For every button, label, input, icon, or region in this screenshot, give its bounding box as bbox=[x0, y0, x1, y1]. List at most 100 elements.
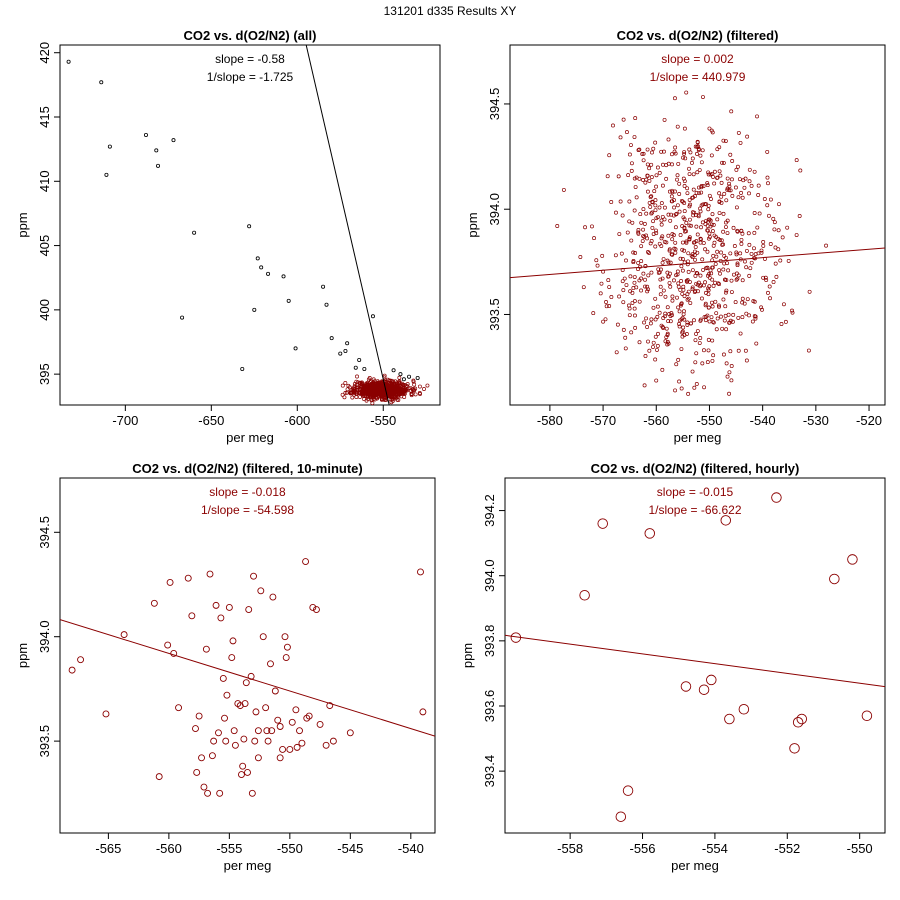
data-point bbox=[350, 395, 355, 400]
data-point bbox=[705, 183, 710, 188]
data-point bbox=[768, 197, 773, 202]
data-point bbox=[709, 153, 714, 158]
data-point bbox=[641, 178, 646, 182]
data-point bbox=[765, 149, 770, 154]
data-point bbox=[581, 285, 586, 290]
data-point bbox=[767, 284, 772, 289]
data-point bbox=[283, 643, 291, 651]
data-point bbox=[706, 292, 711, 297]
data-point bbox=[624, 130, 629, 135]
x-tick-label: -560 bbox=[156, 841, 182, 856]
data-point bbox=[734, 252, 739, 257]
data-point bbox=[658, 292, 663, 297]
data-point bbox=[697, 341, 702, 345]
data-point bbox=[792, 717, 804, 728]
data-point bbox=[794, 233, 799, 238]
data-point bbox=[629, 238, 634, 243]
data-point bbox=[677, 209, 682, 214]
data-point bbox=[694, 190, 699, 195]
data-point bbox=[657, 310, 662, 315]
data-point bbox=[824, 243, 829, 248]
data-point bbox=[583, 225, 587, 230]
data-point bbox=[688, 202, 693, 207]
data-point bbox=[649, 270, 654, 275]
data-point bbox=[684, 278, 689, 283]
data-point bbox=[752, 299, 757, 304]
data-point bbox=[627, 152, 632, 157]
regression-line bbox=[60, 619, 435, 737]
data-point bbox=[735, 276, 740, 281]
data-point bbox=[771, 216, 776, 221]
data-point bbox=[673, 145, 678, 150]
data-point bbox=[742, 185, 747, 190]
data-point bbox=[719, 314, 723, 319]
y-tick-label: 394.2 bbox=[482, 494, 497, 527]
data-point bbox=[761, 240, 766, 244]
data-point bbox=[664, 163, 669, 168]
data-point bbox=[215, 729, 222, 737]
data-point bbox=[709, 128, 714, 133]
data-point bbox=[670, 294, 675, 299]
data-point bbox=[155, 773, 163, 781]
data-point bbox=[671, 213, 676, 218]
data-point bbox=[695, 329, 700, 333]
data-point bbox=[720, 515, 732, 526]
data-point bbox=[66, 59, 71, 64]
data-point bbox=[710, 277, 715, 282]
data-point bbox=[630, 300, 635, 305]
data-point bbox=[645, 189, 650, 194]
data-point bbox=[778, 258, 783, 263]
data-point bbox=[276, 754, 284, 762]
data-point bbox=[686, 391, 691, 396]
data-point bbox=[761, 275, 766, 280]
data-point bbox=[682, 317, 687, 322]
data-point bbox=[150, 599, 158, 607]
data-point bbox=[677, 324, 682, 329]
data-point bbox=[786, 258, 791, 263]
data-point bbox=[717, 191, 722, 196]
data-point bbox=[614, 210, 618, 215]
data-layer bbox=[505, 492, 885, 822]
data-point bbox=[192, 230, 197, 235]
data-point bbox=[759, 305, 764, 310]
data-point bbox=[697, 168, 702, 172]
data-point bbox=[670, 232, 675, 237]
data-point bbox=[734, 167, 739, 172]
data-point bbox=[641, 158, 646, 163]
data-point bbox=[293, 743, 301, 751]
data-point bbox=[681, 155, 685, 160]
data-point bbox=[621, 327, 626, 332]
data-point bbox=[749, 183, 754, 188]
data-point bbox=[351, 386, 356, 391]
data-point bbox=[322, 741, 330, 749]
data-point bbox=[646, 250, 650, 254]
data-point bbox=[659, 244, 664, 248]
data-point bbox=[198, 754, 205, 762]
data-point bbox=[303, 714, 311, 722]
data-point bbox=[418, 392, 422, 396]
data-point bbox=[711, 222, 716, 227]
data-point bbox=[724, 255, 728, 260]
data-point bbox=[171, 138, 176, 143]
data-point bbox=[156, 163, 161, 168]
plot-frame bbox=[59, 44, 441, 406]
data-point bbox=[390, 381, 395, 386]
data-point bbox=[738, 140, 743, 145]
data-point bbox=[633, 325, 638, 330]
data-point bbox=[678, 256, 683, 261]
data-point bbox=[673, 247, 678, 252]
data-point bbox=[722, 191, 727, 196]
data-point bbox=[639, 220, 644, 225]
data-point bbox=[710, 358, 715, 363]
data-point bbox=[682, 225, 687, 230]
data-point bbox=[711, 283, 716, 288]
data-point bbox=[755, 225, 760, 230]
data-point bbox=[617, 232, 622, 237]
data-point bbox=[365, 382, 369, 387]
data-point bbox=[269, 593, 277, 601]
data-point bbox=[679, 198, 684, 203]
data-point bbox=[772, 227, 777, 232]
data-point bbox=[719, 250, 723, 255]
chart-panel-3: CO2 vs. d(O2/N2) (filtered, 10-minute) -5… bbox=[15, 461, 436, 873]
data-point bbox=[686, 251, 691, 256]
